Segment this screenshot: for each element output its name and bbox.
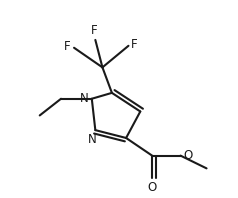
Text: F: F <box>91 24 98 37</box>
Text: F: F <box>64 40 70 53</box>
Text: O: O <box>148 181 157 194</box>
Text: O: O <box>183 149 192 162</box>
Text: F: F <box>131 38 138 51</box>
Text: N: N <box>88 133 97 146</box>
Text: N: N <box>79 92 88 105</box>
